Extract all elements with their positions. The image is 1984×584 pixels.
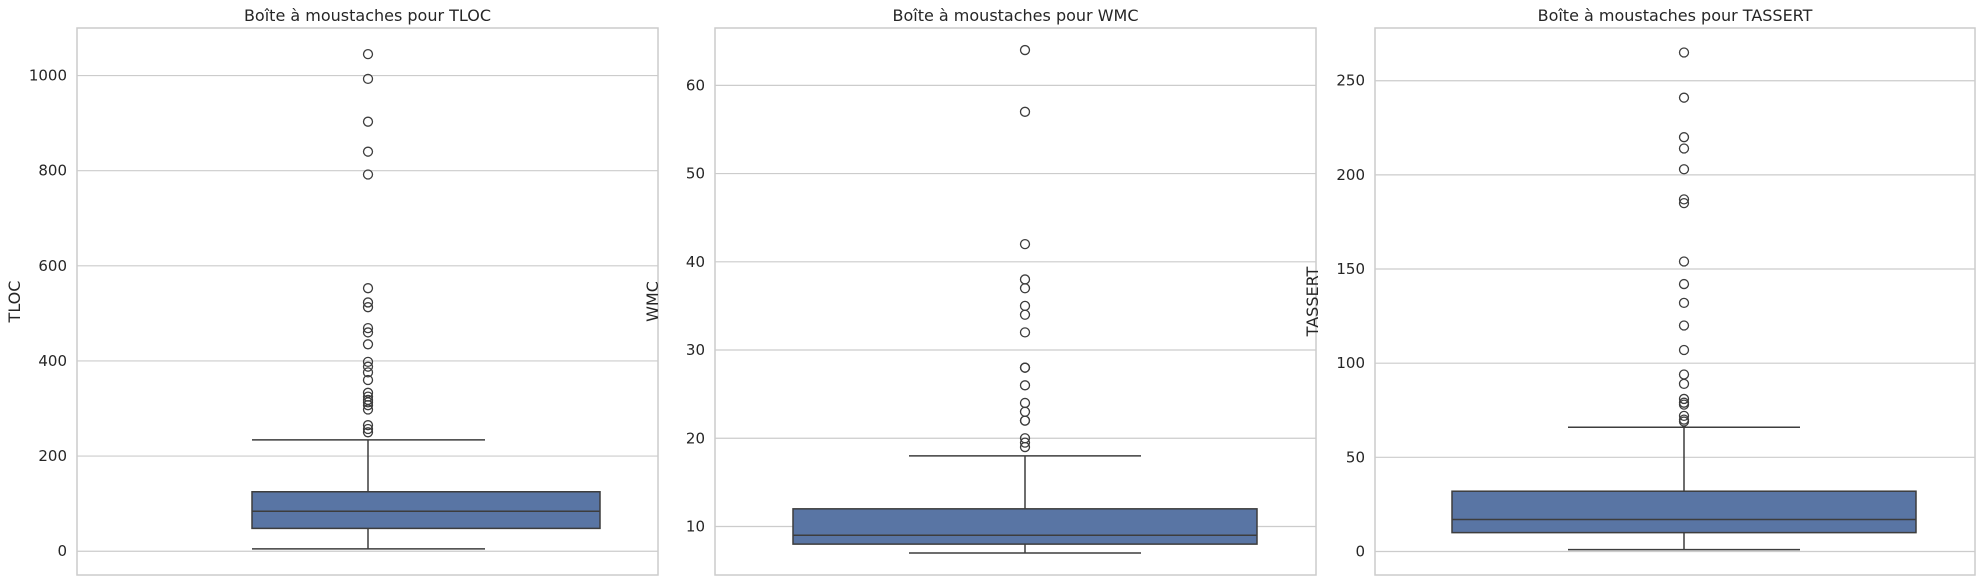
outlier-point — [1678, 378, 1690, 390]
y-tick-label: 250 — [1336, 72, 1365, 90]
iqr-box — [1451, 490, 1917, 534]
outlier-point — [1678, 92, 1690, 103]
outlier-point — [362, 169, 374, 180]
chart-title: Boîte à moustaches pour TLOC — [244, 6, 491, 25]
outlier-point — [362, 400, 374, 411]
outlier-point — [362, 420, 374, 431]
iqr-box — [251, 491, 601, 530]
outlier-point — [1019, 274, 1031, 285]
chart-panel-2: 10 20 30 40 50 60 Boîte à moustaches pour WMC W… — [643, 6, 1317, 576]
outlier-point — [362, 374, 374, 386]
outlier-point — [362, 367, 374, 378]
outlier-point — [362, 116, 374, 127]
outlier-point — [1019, 441, 1031, 453]
outlier-point — [1678, 320, 1690, 331]
y-tick-label: 0 — [1355, 542, 1365, 560]
y-tick-label: 10 — [686, 517, 705, 535]
outlier-point — [362, 73, 374, 85]
y-tick-label: 150 — [1336, 260, 1365, 278]
outlier-point — [362, 49, 374, 60]
y-tick-label: 0 — [57, 542, 67, 560]
outlier-point — [362, 423, 374, 435]
outlier-point — [1678, 369, 1690, 380]
outlier-point — [1678, 143, 1690, 154]
chart-panel-1: 0 200 400 600 800 1000 Boîte à moustaches pour… — [5, 6, 659, 576]
y-axis-label: WMC — [643, 281, 662, 322]
outlier-point — [1019, 106, 1031, 117]
outlier-point — [1678, 194, 1690, 205]
outlier-point — [1678, 344, 1690, 356]
y-tick-label: 60 — [686, 76, 705, 94]
outlier-point — [362, 356, 374, 368]
plot-frame — [714, 27, 1317, 576]
y-tick-label: 40 — [686, 253, 705, 271]
outlier-point — [1019, 300, 1031, 312]
outlier-point — [362, 322, 374, 334]
plot-frame — [1374, 27, 1976, 576]
outlier-point — [362, 302, 374, 313]
y-tick-label: 400 — [38, 352, 67, 370]
y-tick-label: 20 — [686, 429, 705, 447]
outlier-point — [362, 283, 374, 294]
chart-title: Boîte à moustaches pour WMC — [893, 6, 1139, 25]
outlier-point — [362, 427, 374, 438]
y-tick-label: 200 — [38, 447, 67, 465]
outlier-point — [1678, 197, 1690, 209]
outlier-point — [1019, 44, 1031, 56]
y-tick-label: 1000 — [29, 67, 67, 85]
outlier-point — [1019, 283, 1031, 294]
outlier-point — [1678, 410, 1690, 422]
y-tick-label: 800 — [38, 162, 67, 180]
outlier-point — [1678, 132, 1690, 143]
y-tick-label: 50 — [686, 165, 705, 183]
outlier-point — [1678, 164, 1690, 175]
outlier-point — [1019, 362, 1031, 373]
outlier-point — [362, 404, 374, 415]
outlier-point — [1019, 437, 1031, 448]
y-tick-label: 50 — [1346, 448, 1365, 466]
chart-panel-3: 0 50 100 150 200 250 Boîte à moustaches pour T… — [1303, 6, 1976, 576]
outlier-point — [1019, 406, 1031, 417]
outlier-point — [1678, 399, 1690, 410]
outlier-point — [1678, 278, 1690, 290]
outlier-point — [1019, 380, 1031, 391]
outlier-point — [1019, 239, 1031, 250]
outlier-point — [1019, 415, 1031, 426]
y-axis-label: TLOC — [5, 281, 24, 324]
outlier-point — [1678, 47, 1690, 58]
outlier-point — [362, 397, 374, 408]
outlier-point — [362, 327, 374, 338]
y-axis-label: TASSERT — [1303, 266, 1322, 337]
y-tick-label: 100 — [1336, 354, 1365, 372]
chart-title: Boîte à moustaches pour TASSERT — [1538, 6, 1813, 25]
outlier-point — [362, 339, 374, 350]
outlier-point — [1678, 393, 1690, 405]
iqr-box — [792, 508, 1258, 545]
y-tick-label: 200 — [1336, 166, 1365, 184]
outlier-point — [1678, 416, 1690, 427]
y-tick-label: 30 — [686, 341, 705, 359]
outlier-point — [1678, 256, 1690, 267]
outlier-point — [362, 361, 374, 372]
outlier-point — [1678, 297, 1690, 309]
y-tick-label: 600 — [38, 257, 67, 275]
outlier-point — [1019, 309, 1031, 320]
plot-frame — [76, 27, 659, 576]
outlier-point — [1019, 397, 1031, 409]
outlier-point — [362, 297, 374, 308]
outlier-point — [362, 146, 374, 157]
outlier-point — [1019, 327, 1031, 338]
